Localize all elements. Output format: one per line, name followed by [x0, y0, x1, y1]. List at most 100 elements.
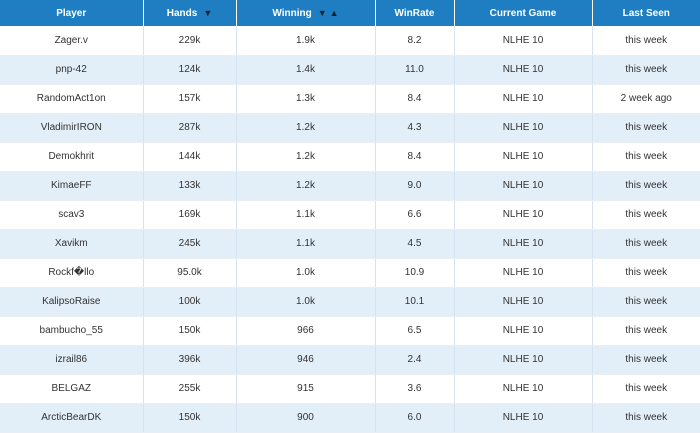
column-header-winrate[interactable]: WinRate	[375, 0, 455, 26]
hands-cell: 100k	[143, 287, 237, 317]
winrate-cell: 8.4	[375, 84, 455, 114]
winrate-cell: 8.4	[375, 142, 455, 172]
player-cell: scav3	[0, 200, 144, 230]
player-cell: KimaeFF	[0, 171, 144, 201]
hands-cell: 229k	[143, 26, 237, 56]
hands-cell: 144k	[143, 142, 237, 172]
table-row[interactable]: pnp-42 124k 1.4k 11.0 NLHE 10 this week	[0, 55, 700, 85]
winrate-cell: 3.6	[375, 374, 455, 404]
last-seen-cell: this week	[592, 142, 700, 172]
winrate-cell: 6.0	[375, 403, 455, 433]
winning-cell: 915	[236, 374, 376, 404]
table-row[interactable]: RandomAct1on 157k 1.3k 8.4 NLHE 10 2 week ago	[0, 84, 700, 114]
current-game-cell: NLHE 10	[454, 171, 593, 201]
current-game-cell: NLHE 10	[454, 200, 593, 230]
winrate-cell: 9.0	[375, 171, 455, 201]
table-row[interactable]: izrail86 396k 946 2.4 NLHE 10 this week	[0, 345, 700, 375]
table-row[interactable]: Xavikm 245k 1.1k 4.5 NLHE 10 this week	[0, 229, 700, 259]
last-seen-cell: this week	[592, 26, 700, 56]
winrate-cell: 10.9	[375, 258, 455, 288]
current-game-cell: NLHE 10	[454, 55, 593, 85]
current-game-cell: NLHE 10	[454, 316, 593, 346]
winning-cell: 966	[236, 316, 376, 346]
table-row[interactable]: BELGAZ 255k 915 3.6 NLHE 10 this week	[0, 374, 700, 404]
hands-cell: 150k	[143, 316, 237, 346]
last-seen-cell: this week	[592, 403, 700, 433]
player-cell: VladimirIRON	[0, 113, 144, 143]
winning-cell: 1.4k	[236, 55, 376, 85]
player-cell: pnp-42	[0, 55, 144, 85]
player-cell: ArcticBearDK	[0, 403, 144, 433]
player-cell: Rockf�llo	[0, 258, 144, 288]
winrate-cell: 11.0	[375, 55, 455, 85]
last-seen-cell: this week	[592, 113, 700, 143]
winning-cell: 900	[236, 403, 376, 433]
column-header-player[interactable]: Player	[0, 0, 144, 26]
current-game-cell: NLHE 10	[454, 403, 593, 433]
current-game-cell: NLHE 10	[454, 345, 593, 375]
column-header-winning[interactable]: Winning ▼ ▲	[236, 0, 376, 26]
table-row[interactable]: Demokhrit 144k 1.2k 8.4 NLHE 10 this week	[0, 142, 700, 172]
table-row[interactable]: Zager.v 229k 1.9k 8.2 NLHE 10 this week	[0, 26, 700, 56]
winning-cell: 1.1k	[236, 229, 376, 259]
column-header-label: Last Seen	[622, 7, 670, 19]
hands-cell: 245k	[143, 229, 237, 259]
last-seen-cell: this week	[592, 374, 700, 404]
sort-desc-icon[interactable]: ▼	[203, 7, 213, 18]
player-cell: bambucho_55	[0, 316, 144, 346]
table-row[interactable]: ArcticBearDK 150k 900 6.0 NLHE 10 this week	[0, 403, 700, 433]
last-seen-cell: this week	[592, 345, 700, 375]
hands-cell: 255k	[143, 374, 237, 404]
winning-cell: 1.2k	[236, 113, 376, 143]
player-cell: BELGAZ	[0, 374, 144, 404]
winrate-cell: 8.2	[375, 26, 455, 56]
last-seen-cell: this week	[592, 316, 700, 346]
table-row[interactable]: Rockf�llo 95.0k 1.0k 10.9 NLHE 10 this week	[0, 258, 700, 288]
hands-cell: 396k	[143, 345, 237, 375]
hands-cell: 169k	[143, 200, 237, 230]
column-header-label: Current Game	[489, 7, 557, 19]
current-game-cell: NLHE 10	[454, 229, 593, 259]
table-row[interactable]: KimaeFF 133k 1.2k 9.0 NLHE 10 this week	[0, 171, 700, 201]
column-header-hands[interactable]: Hands ▼	[143, 0, 237, 26]
current-game-cell: NLHE 10	[454, 26, 593, 56]
winning-cell: 1.9k	[236, 26, 376, 56]
sort-desc-icon[interactable]: ▼	[317, 7, 327, 18]
player-cell: izrail86	[0, 345, 144, 375]
column-header-current-game[interactable]: Current Game	[454, 0, 593, 26]
winning-cell: 1.3k	[236, 84, 376, 114]
last-seen-cell: this week	[592, 200, 700, 230]
header-row: Player Hands ▼ Winning ▼ ▲ WinRate Current …	[0, 0, 700, 26]
player-cell: Zager.v	[0, 26, 144, 56]
column-header-label: Hands	[166, 7, 198, 19]
table-row[interactable]: scav3 169k 1.1k 6.6 NLHE 10 this week	[0, 200, 700, 230]
player-cell: RandomAct1on	[0, 84, 144, 114]
winrate-cell: 4.3	[375, 113, 455, 143]
winning-cell: 1.2k	[236, 171, 376, 201]
last-seen-cell: 2 week ago	[592, 84, 700, 114]
winning-cell: 1.1k	[236, 200, 376, 230]
winrate-cell: 6.5	[375, 316, 455, 346]
winrate-cell: 6.6	[375, 200, 455, 230]
current-game-cell: NLHE 10	[454, 374, 593, 404]
last-seen-cell: this week	[592, 171, 700, 201]
table-row[interactable]: bambucho_55 150k 966 6.5 NLHE 10 this week	[0, 316, 700, 346]
last-seen-cell: this week	[592, 55, 700, 85]
current-game-cell: NLHE 10	[454, 287, 593, 317]
column-header-label: Player	[56, 7, 87, 19]
table-row[interactable]: KalipsoRaise 100k 1.0k 10.1 NLHE 10 this week	[0, 287, 700, 317]
hands-cell: 150k	[143, 403, 237, 433]
table-row[interactable]: VladimirIRON 287k 1.2k 4.3 NLHE 10 this week	[0, 113, 700, 143]
current-game-cell: NLHE 10	[454, 113, 593, 143]
sort-asc-icon[interactable]: ▲	[329, 7, 339, 18]
column-header-last-seen[interactable]: Last Seen	[592, 0, 700, 26]
winrate-cell: 10.1	[375, 287, 455, 317]
hands-cell: 157k	[143, 84, 237, 114]
player-cell: Xavikm	[0, 229, 144, 259]
winning-cell: 1.0k	[236, 287, 376, 317]
player-cell: KalipsoRaise	[0, 287, 144, 317]
table-header: Player Hands ▼ Winning ▼ ▲ WinRate Current …	[0, 0, 700, 26]
player-cell: Demokhrit	[0, 142, 144, 172]
hands-cell: 124k	[143, 55, 237, 85]
